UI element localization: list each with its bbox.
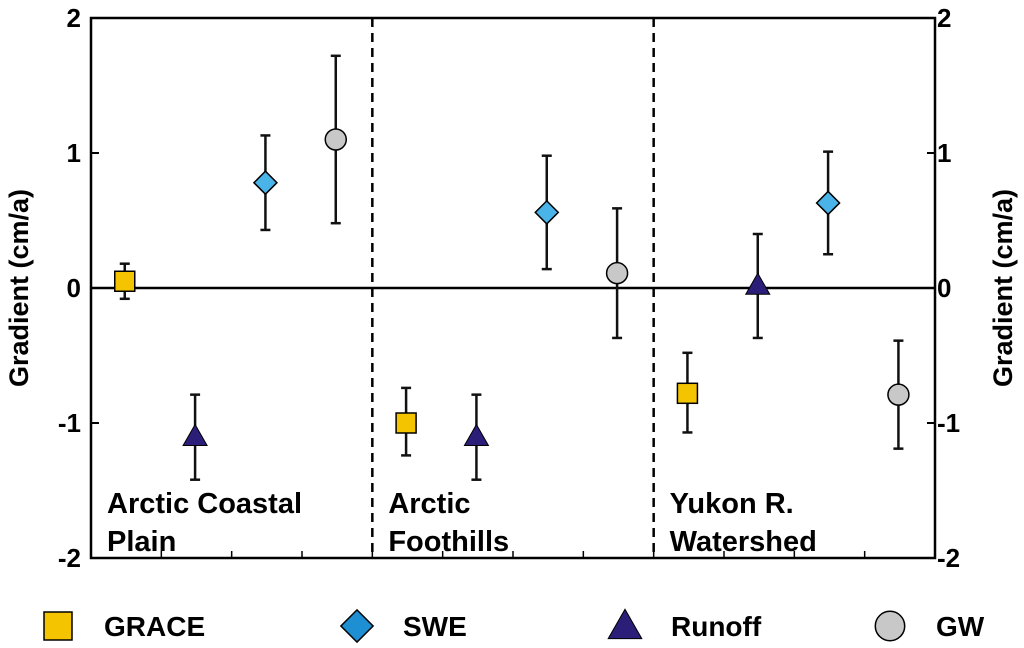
y-tick-label-left: 2 [67, 3, 81, 33]
y-tick-label-right: 0 [937, 273, 951, 303]
y-tick-label-right: 2 [937, 3, 951, 33]
data-point-grace [395, 412, 417, 434]
legend-label: GRACE [104, 611, 205, 642]
data-point-swe [815, 190, 841, 216]
point-group-gw [324, 54, 348, 225]
legend-item-grace: GRACE [43, 611, 205, 642]
data-point-runoff [182, 423, 208, 446]
data-point-runoff [744, 272, 771, 295]
y-axis-left-tick-labels: 2 1 0 -1 -2 [58, 3, 81, 573]
data-point-gw [887, 383, 910, 406]
data-point-grace [114, 270, 136, 292]
point-group-gw [605, 207, 629, 340]
legend-marker-swe [339, 608, 375, 644]
point-group-swe [252, 134, 278, 232]
data-point-runoff [463, 423, 490, 446]
point-group-grace [114, 262, 136, 301]
y-tick-label-right: 1 [937, 138, 951, 168]
point-group-grace [395, 386, 417, 457]
data-marks [114, 54, 910, 481]
y-axis-left-title: Gradient (cm/a) [4, 189, 34, 387]
y-tick-label-right: -2 [937, 543, 960, 573]
region-labels: Arctic Coastal Plain Arctic Foothills Yukon … [107, 488, 817, 558]
legend-item-runoff: Runoff [607, 608, 762, 642]
point-group-runoff [182, 393, 208, 481]
legend-marker-runoff [607, 608, 643, 640]
region-label-line: Foothills [388, 526, 509, 558]
region-label-line: Arctic Coastal [107, 488, 302, 520]
point-group-gw [887, 339, 910, 450]
point-group-swe [534, 154, 560, 271]
region-label-line: Yukon R. [670, 488, 794, 520]
point-group-grace [676, 351, 699, 434]
y-axis-right-tick-labels: 2 1 0 -1 -2 [937, 3, 960, 573]
region-label-line: Arctic [388, 488, 470, 520]
legend-item-gw: GW [874, 610, 985, 642]
region-label-line: Plain [107, 526, 176, 558]
y-tick-label-left: -2 [58, 543, 81, 573]
legend-label: GW [936, 611, 985, 642]
data-point-swe [252, 170, 278, 196]
point-group-swe [815, 150, 841, 256]
data-point-swe [534, 199, 560, 225]
legend-marker-gw [874, 610, 906, 642]
region-label-line: Watershed [670, 526, 817, 558]
data-point-gw [324, 128, 348, 151]
point-group-runoff [744, 232, 771, 340]
legend: GRACE SWE Runoff GW [43, 608, 985, 644]
legend-label: Runoff [671, 611, 762, 642]
data-point-gw [605, 261, 629, 285]
y-axis-right-title: Gradient (cm/a) [988, 189, 1018, 387]
y-tick-label-left: 1 [67, 138, 81, 168]
y-tick-label-left: -1 [58, 408, 81, 438]
y-tick-label-right: -1 [937, 408, 960, 438]
point-group-runoff [463, 393, 490, 481]
legend-label: SWE [403, 611, 467, 642]
data-point-grace [676, 382, 699, 405]
legend-marker-grace [43, 611, 73, 641]
legend-item-swe: SWE [339, 608, 467, 644]
y-tick-label-left: 0 [67, 273, 81, 303]
